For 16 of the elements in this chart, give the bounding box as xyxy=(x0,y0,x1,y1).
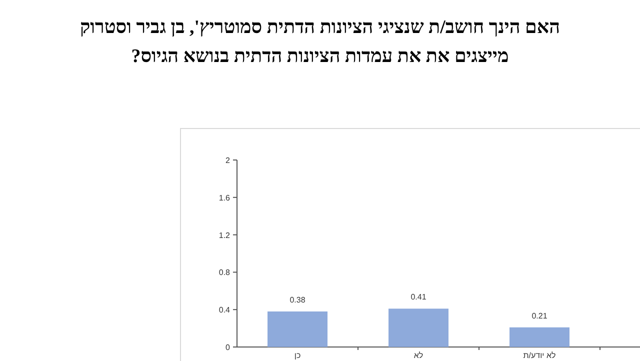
data-label: 0.21 xyxy=(532,311,548,320)
y-tick-label: 1.2 xyxy=(218,230,231,240)
bar xyxy=(388,308,448,347)
y-tick-label: 0.4 xyxy=(218,306,231,315)
y-tick-label: 1.6 xyxy=(218,193,231,202)
bar xyxy=(510,327,570,347)
x-tick-label: כן xyxy=(294,351,301,360)
y-tick-label: 2 xyxy=(226,156,231,165)
bar xyxy=(268,311,328,347)
data-label: 0.41 xyxy=(410,292,427,302)
y-tick-label: 0.8 xyxy=(218,268,231,278)
chart-title: האם הינך חושב/ת שנציגי הציונות הדתית סמוטריץ', בן גביר וסטרוק מייצגים את את עמדות הציונות הדתית בנושא הגיוס? xyxy=(80,17,560,67)
data-label: 0.38 xyxy=(290,295,306,304)
x-tick-label: לא יודע/ת xyxy=(523,351,556,360)
x-tick-label: לא xyxy=(414,351,424,360)
y-tick-label: 0 xyxy=(226,343,231,352)
